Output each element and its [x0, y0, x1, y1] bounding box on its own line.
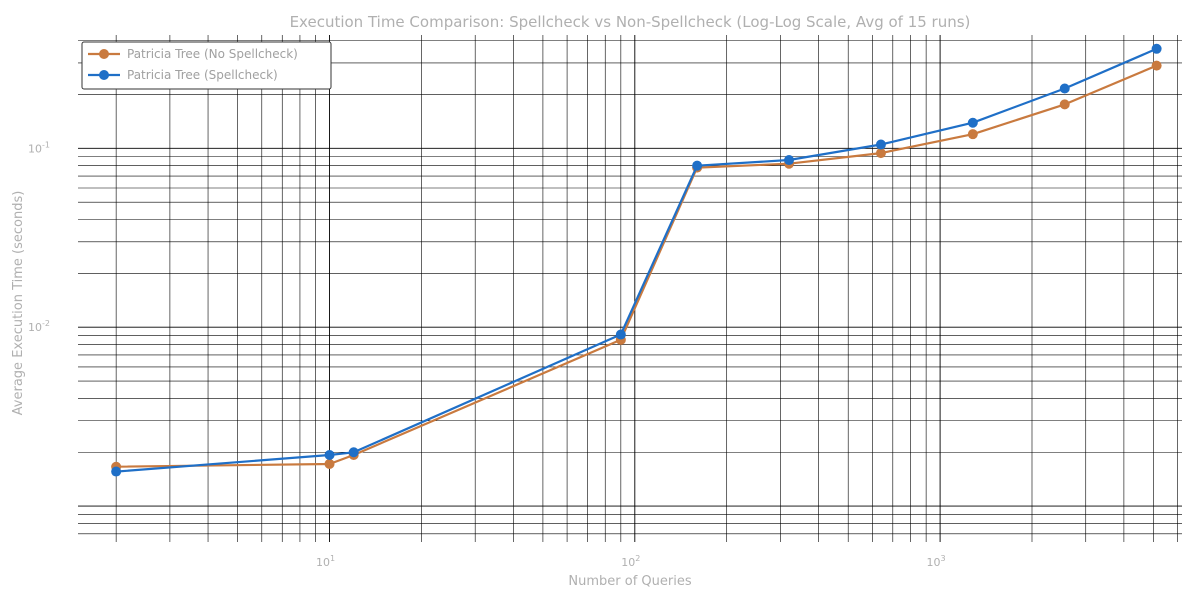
- x-axis-label: Number of Queries: [568, 574, 691, 589]
- legend-swatch-marker: [99, 49, 109, 59]
- x-tick-label: 102: [621, 554, 640, 569]
- data-point: [111, 466, 122, 477]
- y-tick-label: 10-2: [28, 319, 50, 334]
- legend-box: [81, 41, 332, 90]
- legend-swatch-marker: [99, 70, 109, 80]
- data-point: [324, 450, 335, 461]
- y-axis-label: Average Execution Time (seconds): [11, 191, 26, 416]
- series-line-0: [116, 64, 1158, 468]
- data-point: [1059, 99, 1070, 110]
- data-point: [348, 447, 359, 458]
- grid: [78, 35, 1182, 542]
- y-tick-label: 10-1: [28, 140, 50, 155]
- data-point: [967, 129, 978, 140]
- data-point: [1151, 60, 1162, 71]
- tick-labels: 101 102 103 10-2 10-1: [28, 140, 946, 569]
- x-tick-label: 103: [927, 554, 946, 569]
- data-point: [967, 117, 978, 128]
- data-point: [1059, 83, 1070, 94]
- data-point: [875, 148, 886, 159]
- data-point: [324, 458, 335, 469]
- legend-entry: Patricia Tree (No Spellcheck): [127, 47, 298, 61]
- x-tick-label: 101: [316, 554, 335, 569]
- chart-title: Execution Time Comparison: Spellcheck vs…: [290, 13, 971, 31]
- series-group: [111, 43, 1162, 477]
- data-point: [615, 329, 626, 340]
- data-point: [875, 139, 886, 150]
- legend: Patricia Tree (No Spellcheck) Patricia Tr…: [81, 41, 332, 90]
- legend-entry: Patricia Tree (Spellcheck): [127, 68, 278, 82]
- data-point: [692, 160, 703, 171]
- data-point: [784, 155, 795, 166]
- series-line-1: [116, 47, 1158, 473]
- data-point: [1151, 43, 1162, 54]
